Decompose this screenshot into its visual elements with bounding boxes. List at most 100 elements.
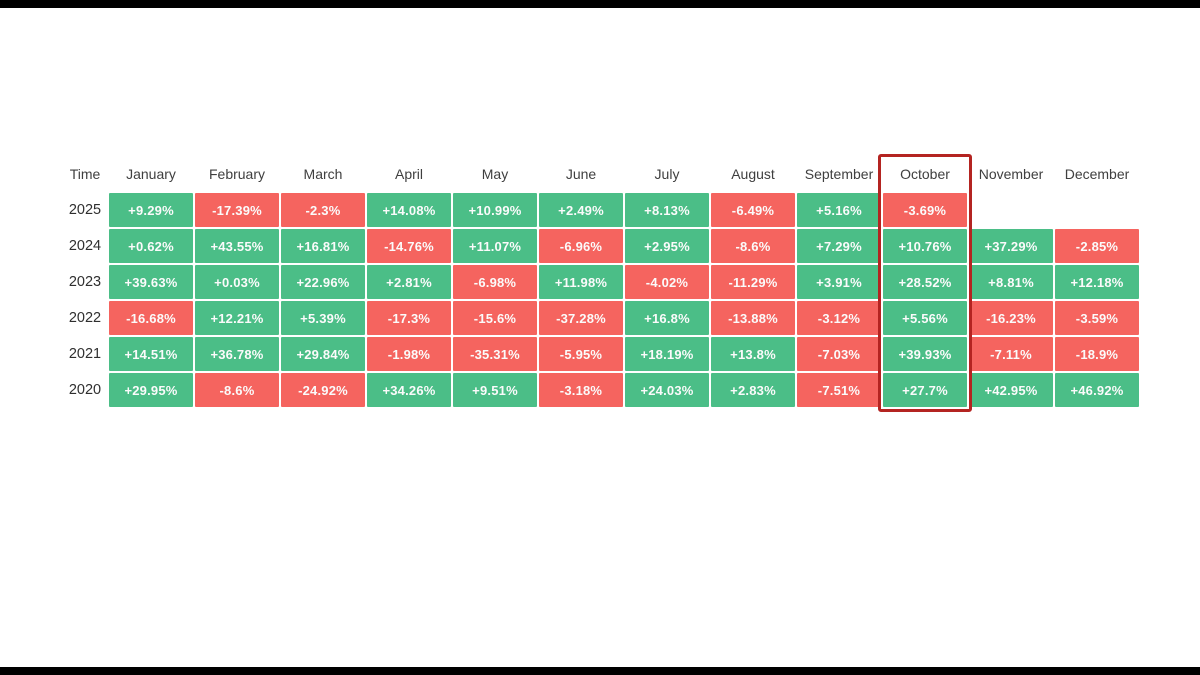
month-header-august: August	[731, 165, 775, 182]
return-cell: +11.07%	[452, 228, 538, 264]
month-header-february: February	[208, 165, 266, 182]
return-value: +9.51%	[453, 373, 537, 407]
return-cell: +46.92%	[1054, 372, 1140, 408]
return-cell: +0.03%	[194, 264, 280, 300]
return-cell: -3.18%	[538, 372, 624, 408]
return-value: -24.92%	[281, 373, 365, 407]
return-value: -7.11%	[969, 337, 1053, 371]
return-value: -18.9%	[1055, 337, 1139, 371]
return-cell: -16.68%	[108, 300, 194, 336]
monthly-returns-table: Time January February March April May June Jul…	[62, 154, 1140, 412]
return-cell: +43.55%	[194, 228, 280, 264]
return-cell: -3.59%	[1054, 300, 1140, 336]
return-value: +29.84%	[281, 337, 365, 371]
return-cell: +10.99%	[452, 192, 538, 228]
return-cell: +37.29%	[968, 228, 1054, 264]
return-value: +5.56%	[883, 301, 967, 335]
return-cell: +0.62%	[108, 228, 194, 264]
return-cell: +14.51%	[108, 336, 194, 372]
return-value: -8.6%	[711, 229, 795, 263]
return-cell: -8.6%	[710, 228, 796, 264]
month-header-october: October	[900, 165, 950, 182]
return-value: +10.99%	[453, 193, 537, 227]
return-value: -6.49%	[711, 193, 795, 227]
return-value: +16.8%	[625, 301, 709, 335]
return-value: -7.03%	[797, 337, 881, 371]
return-value: +18.19%	[625, 337, 709, 371]
return-cell: +8.81%	[968, 264, 1054, 300]
return-value: +8.81%	[969, 265, 1053, 299]
return-cell: +29.95%	[108, 372, 194, 408]
return-value: +0.62%	[109, 229, 193, 263]
return-cell: -11.29%	[710, 264, 796, 300]
month-header-september: September	[804, 165, 874, 182]
return-cell: -8.6%	[194, 372, 280, 408]
return-value: +5.39%	[281, 301, 365, 335]
return-cell: -35.31%	[452, 336, 538, 372]
return-value: -16.23%	[969, 301, 1053, 335]
return-value: +27.7%	[883, 373, 967, 407]
return-cell: +34.26%	[366, 372, 452, 408]
return-cell: -37.28%	[538, 300, 624, 336]
return-value: +12.21%	[195, 301, 279, 335]
return-cell: -17.39%	[194, 192, 280, 228]
return-value: +39.93%	[883, 337, 967, 371]
return-cell: +2.81%	[366, 264, 452, 300]
return-value: -3.69%	[883, 193, 967, 227]
return-cell: -4.02%	[624, 264, 710, 300]
return-value: +5.16%	[797, 193, 881, 227]
time-header: Time	[69, 165, 101, 182]
month-header-june: June	[565, 165, 597, 182]
return-value: +7.29%	[797, 229, 881, 263]
return-value: +24.03%	[625, 373, 709, 407]
return-cell: -6.98%	[452, 264, 538, 300]
return-value: -8.6%	[195, 373, 279, 407]
return-value: -6.96%	[539, 229, 623, 263]
return-value: +11.07%	[453, 229, 537, 263]
return-value: +13.8%	[711, 337, 795, 371]
return-cell: -7.03%	[796, 336, 882, 372]
return-cell: -13.88%	[710, 300, 796, 336]
return-cell: +16.8%	[624, 300, 710, 336]
return-cell: -15.6%	[452, 300, 538, 336]
return-value: -2.3%	[281, 193, 365, 227]
return-value: +29.95%	[109, 373, 193, 407]
return-cell: +13.8%	[710, 336, 796, 372]
letterbox-top	[0, 0, 1200, 8]
return-cell: +16.81%	[280, 228, 366, 264]
return-value: -16.68%	[109, 301, 193, 335]
return-value: -3.12%	[797, 301, 881, 335]
return-cell: -3.12%	[796, 300, 882, 336]
return-cell: +12.21%	[194, 300, 280, 336]
return-value: +11.98%	[539, 265, 623, 299]
return-value: +37.29%	[969, 229, 1053, 263]
return-value: +8.13%	[625, 193, 709, 227]
letterbox-bottom	[0, 667, 1200, 675]
return-cell: +39.63%	[108, 264, 194, 300]
month-header-january: January	[126, 165, 176, 182]
return-cell: -5.95%	[538, 336, 624, 372]
return-cell: +5.16%	[796, 192, 882, 228]
return-value: +2.49%	[539, 193, 623, 227]
return-value: -17.39%	[195, 193, 279, 227]
return-value: +16.81%	[281, 229, 365, 263]
return-value: +34.26%	[367, 373, 451, 407]
month-header-march: March	[303, 165, 343, 182]
return-cell: +29.84%	[280, 336, 366, 372]
return-value: -3.59%	[1055, 301, 1139, 335]
month-header-november: November	[978, 165, 1044, 182]
return-cell: +3.91%	[796, 264, 882, 300]
return-value: +12.18%	[1055, 265, 1139, 299]
return-value: -15.6%	[453, 301, 537, 335]
year-label-2021: 2021	[68, 346, 102, 362]
return-value: -37.28%	[539, 301, 623, 335]
year-label-2023: 2023	[68, 274, 102, 290]
return-cell: +11.98%	[538, 264, 624, 300]
return-value: +10.76%	[883, 229, 967, 263]
return-cell: -2.85%	[1054, 228, 1140, 264]
return-cell: +5.39%	[280, 300, 366, 336]
return-value: -35.31%	[453, 337, 537, 371]
return-value: +22.96%	[281, 265, 365, 299]
return-value: +28.52%	[883, 265, 967, 299]
